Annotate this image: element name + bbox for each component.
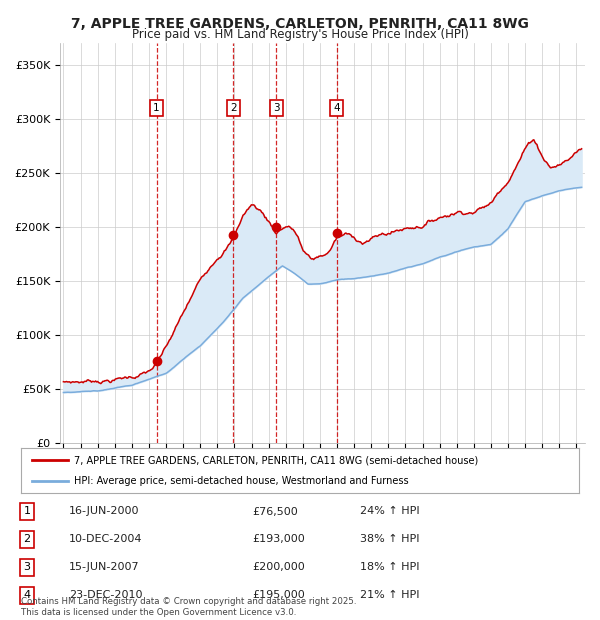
Text: 38% ↑ HPI: 38% ↑ HPI <box>360 534 419 544</box>
Text: 3: 3 <box>273 104 280 113</box>
Text: £76,500: £76,500 <box>252 507 298 516</box>
Text: 2: 2 <box>230 104 237 113</box>
Text: 10-DEC-2004: 10-DEC-2004 <box>69 534 143 544</box>
Text: 16-JUN-2000: 16-JUN-2000 <box>69 507 139 516</box>
Text: 23-DEC-2010: 23-DEC-2010 <box>69 590 143 600</box>
Text: £200,000: £200,000 <box>252 562 305 572</box>
Text: 7, APPLE TREE GARDENS, CARLETON, PENRITH, CA11 8WG (semi-detached house): 7, APPLE TREE GARDENS, CARLETON, PENRITH… <box>74 455 478 466</box>
Text: 2: 2 <box>23 534 31 544</box>
Text: 1: 1 <box>154 104 160 113</box>
Text: 7, APPLE TREE GARDENS, CARLETON, PENRITH, CA11 8WG: 7, APPLE TREE GARDENS, CARLETON, PENRITH… <box>71 17 529 30</box>
Text: £193,000: £193,000 <box>252 534 305 544</box>
Text: 15-JUN-2007: 15-JUN-2007 <box>69 562 140 572</box>
Text: 1: 1 <box>23 507 31 516</box>
Text: HPI: Average price, semi-detached house, Westmorland and Furness: HPI: Average price, semi-detached house,… <box>74 476 409 486</box>
Text: 21% ↑ HPI: 21% ↑ HPI <box>360 590 419 600</box>
Text: 4: 4 <box>23 590 31 600</box>
Text: 18% ↑ HPI: 18% ↑ HPI <box>360 562 419 572</box>
Text: Price paid vs. HM Land Registry's House Price Index (HPI): Price paid vs. HM Land Registry's House … <box>131 28 469 40</box>
Text: 4: 4 <box>333 104 340 113</box>
Text: 3: 3 <box>23 562 31 572</box>
Text: 24% ↑ HPI: 24% ↑ HPI <box>360 507 419 516</box>
Text: Contains HM Land Registry data © Crown copyright and database right 2025.
This d: Contains HM Land Registry data © Crown c… <box>21 598 356 617</box>
Text: £195,000: £195,000 <box>252 590 305 600</box>
